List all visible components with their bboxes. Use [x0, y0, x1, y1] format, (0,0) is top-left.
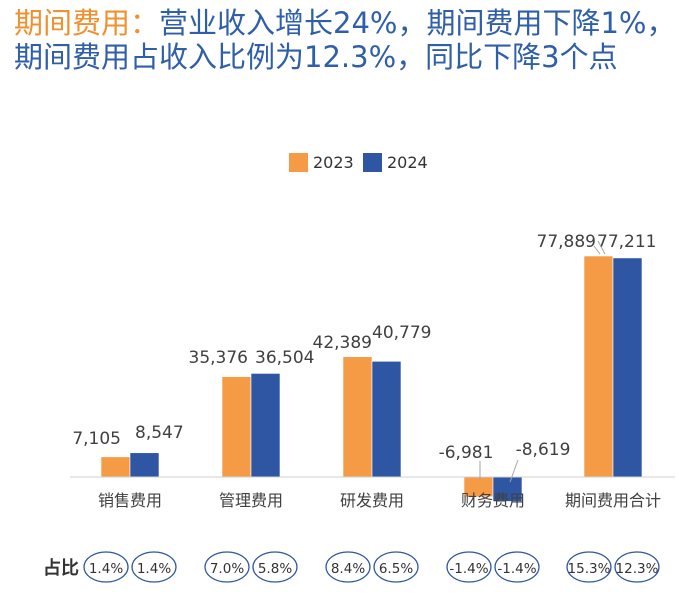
- bar-2023-1: [221, 376, 252, 478]
- bar-2023-4: [583, 255, 614, 478]
- ratio-ellipse-3-0: [446, 551, 492, 583]
- ratio-value-1-1: 5.8%: [258, 561, 292, 577]
- value-label-2024-0: 8,547: [135, 423, 184, 443]
- ratio-value-3-0: -1.4%: [449, 561, 488, 577]
- bar-2024-4: [612, 257, 643, 478]
- legend: 2023 2024: [289, 153, 428, 172]
- bar-2023-0: [100, 456, 131, 478]
- ratio-ellipse-4-0: [566, 551, 612, 583]
- bar-2024-0: [129, 452, 160, 478]
- ratio-row: 占比 1.4% 1.4% 7.0% 5.8% 8.4% 6.5% -1.4% -1.4% 15.3…: [43, 551, 660, 583]
- ratio-value-1-0: 7.0%: [210, 561, 244, 577]
- title-highlight: 期间费用：: [14, 6, 160, 40]
- bar-2024-1: [250, 373, 281, 478]
- category-label-0: 销售费用: [98, 491, 162, 510]
- value-label-2024-4: 77,211: [597, 232, 656, 252]
- category-label-4: 期间费用合计: [565, 491, 661, 510]
- ratio-ellipse-1-1: [252, 551, 298, 583]
- ratio-value-2-1: 6.5%: [379, 561, 413, 577]
- ratio-row-label: 占比: [43, 557, 79, 579]
- value-label-2023-1: 35,376: [189, 348, 248, 368]
- ratio-ellipse-2-0: [325, 551, 371, 583]
- bars: [100, 255, 643, 502]
- category-label-3: 财务费用: [461, 491, 525, 510]
- ratio-ellipse-1-0: [204, 551, 250, 583]
- legend-label-2023: 2023: [313, 153, 354, 172]
- bar-2024-2: [371, 360, 402, 478]
- ratio-ellipse-4-1: [614, 551, 660, 583]
- ratio-ellipse-0-1: [131, 551, 177, 583]
- value-label-2023-3: -6,981: [439, 443, 494, 463]
- bar-2024-3: [492, 476, 523, 502]
- leader-line: [509, 459, 519, 483]
- value-label-2023-2: 42,389: [313, 333, 372, 353]
- leader-line: [597, 240, 606, 255]
- ratio-value-0-0: 1.4%: [89, 561, 123, 577]
- value-label-2024-1: 36,504: [255, 348, 314, 368]
- category-labels: 销售费用 管理费用 研发费用 财务费用 期间费用合计: [98, 491, 661, 510]
- leader-line: [593, 245, 601, 255]
- category-label-2: 研发费用: [340, 491, 404, 510]
- legend-swatch-2023: [289, 153, 308, 172]
- value-label-2024-2: 40,779: [372, 323, 431, 343]
- value-label-2023-4: 77,889: [537, 232, 596, 252]
- ratio-ellipse-3-1: [494, 551, 540, 583]
- chart-title: 期间费用：营业收入增长24%，期间费用下降1%，期间费用占收入比例为12.3%，…: [14, 6, 686, 74]
- category-label-1: 管理费用: [219, 491, 283, 510]
- ratio-value-4-1: 12.3%: [616, 561, 659, 577]
- ratio-value-2-0: 8.4%: [331, 561, 365, 577]
- ratio-value-0-1: 1.4%: [137, 561, 171, 577]
- legend-label-2024: 2024: [387, 153, 428, 172]
- value-label-2024-3: -8,619: [516, 440, 571, 460]
- ratio-ellipse-0-0: [83, 551, 129, 583]
- ratio-ellipse-2-1: [373, 551, 419, 583]
- bar-2023-2: [342, 356, 373, 478]
- legend-swatch-2024: [363, 153, 382, 172]
- ratio-value-3-1: -1.4%: [497, 561, 536, 577]
- ratio-value-4-0: 15.3%: [568, 561, 611, 577]
- title-text: 营业收入增长24%，期间费用下降1%，期间费用占收入比例为12.3%，同比下降3…: [14, 6, 676, 74]
- value-label-2023-0: 7,105: [72, 429, 121, 449]
